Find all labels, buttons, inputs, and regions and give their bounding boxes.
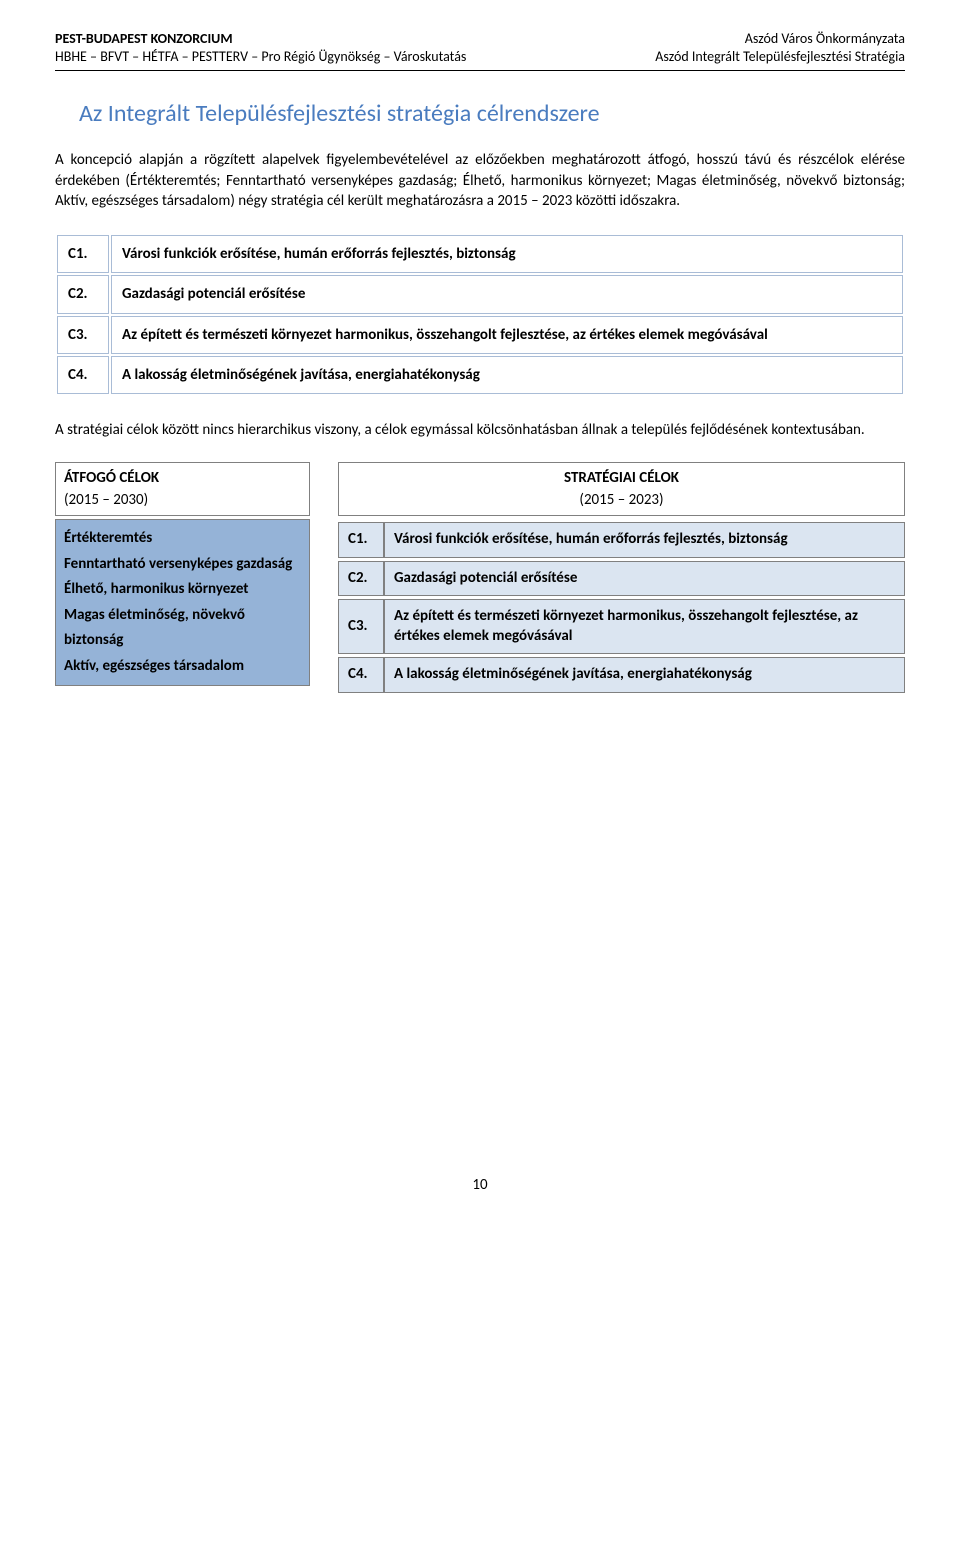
atfogo-header: ÁTFOGÓ CÉLOK (2015 – 2030): [55, 462, 310, 516]
header-left-line2: HBHE – BFVT – HÉTFA – PESTTERV – Pro Rég…: [55, 48, 466, 66]
table-row: C1. Városi funkciók erősítése, humán erő…: [57, 235, 903, 273]
goal-code: C3.: [57, 316, 109, 354]
table-row: C4. A lakosság életminőségének javítása,…: [338, 657, 905, 693]
header-left: PEST-BUDAPEST KONZORCIUM HBHE – BFVT – H…: [55, 30, 466, 66]
goal-code: C3.: [338, 599, 384, 654]
goal-code: C2.: [57, 275, 109, 313]
goal-code: C4.: [338, 657, 384, 693]
goal-text: Az épített és természeti környezet harmo…: [111, 316, 903, 354]
strategiai-column: STRATÉGIAI CÉLOK (2015 – 2023) C1. Város…: [338, 462, 905, 696]
header-divider: [55, 70, 905, 71]
goal-code: C2.: [338, 561, 384, 597]
atfogo-list: Értékteremtés Fenntartható versenyképes …: [55, 519, 310, 686]
goals-grid: ÁTFOGÓ CÉLOK (2015 – 2030) Értékteremtés…: [55, 462, 905, 696]
strategiai-header-title: STRATÉGIAI CÉLOK: [347, 469, 896, 487]
goal-text: A lakosság életminőségének javítása, ene…: [111, 356, 903, 394]
header-right: Aszód Város Önkormányzata Aszód Integrál…: [655, 30, 905, 66]
table-row: C4. A lakosság életminőségének javítása,…: [57, 356, 903, 394]
atfogo-item: Élhető, harmonikus környezet: [64, 577, 301, 603]
atfogo-item: Fenntartható versenyképes gazdaság: [64, 552, 301, 578]
strategiai-header-years: (2015 – 2023): [347, 491, 896, 509]
goal-code: C1.: [338, 522, 384, 558]
atfogo-header-years: (2015 – 2030): [64, 491, 301, 509]
table-row: C3. Az épített és természeti környezet h…: [57, 316, 903, 354]
table-row: C2. Gazdasági potenciál erősítése: [57, 275, 903, 313]
document-header: PEST-BUDAPEST KONZORCIUM HBHE – BFVT – H…: [55, 30, 905, 66]
atfogo-item: Magas életminőség, növekvő biztonság: [64, 603, 301, 654]
goal-text: Városi funkciók erősítése, humán erőforr…: [384, 522, 905, 558]
goal-text: Gazdasági potenciál erősítése: [384, 561, 905, 597]
table-row: C3. Az épített és természeti környezet h…: [338, 599, 905, 654]
intro-paragraph: A koncepció alapján a rögzített alapelve…: [55, 150, 905, 211]
goal-text: Az épített és természeti környezet harmo…: [384, 599, 905, 654]
goal-code: C4.: [57, 356, 109, 394]
context-paragraph: A stratégiai célok között nincs hierarch…: [55, 420, 905, 440]
strategiai-header: STRATÉGIAI CÉLOK (2015 – 2023): [338, 462, 905, 516]
goal-code: C1.: [57, 235, 109, 273]
goal-text: Gazdasági potenciál erősítése: [111, 275, 903, 313]
page-number: 10: [55, 1176, 905, 1194]
table-row: C1. Városi funkciók erősítése, humán erő…: [338, 522, 905, 558]
page-title: Az Integrált Településfejlesztési straté…: [79, 99, 905, 128]
goal-text: A lakosság életminőségének javítása, ene…: [384, 657, 905, 693]
goals-table-primary: C1. Városi funkciók erősítése, humán erő…: [55, 233, 905, 396]
goal-text: Városi funkciók erősítése, humán erőforr…: [111, 235, 903, 273]
header-left-line1: PEST-BUDAPEST KONZORCIUM: [55, 30, 466, 48]
atfogo-item: Aktív, egészséges társadalom: [64, 654, 301, 680]
table-row: C2. Gazdasági potenciál erősítése: [338, 561, 905, 597]
header-right-line1: Aszód Város Önkormányzata: [655, 30, 905, 48]
atfogo-item: Értékteremtés: [64, 526, 301, 552]
header-right-line2: Aszód Integrált Településfejlesztési Str…: [655, 48, 905, 66]
atfogo-header-title: ÁTFOGÓ CÉLOK: [64, 469, 301, 487]
goals-table-secondary: C1. Városi funkciók erősítése, humán erő…: [338, 519, 905, 696]
atfogo-column: ÁTFOGÓ CÉLOK (2015 – 2030) Értékteremtés…: [55, 462, 310, 696]
